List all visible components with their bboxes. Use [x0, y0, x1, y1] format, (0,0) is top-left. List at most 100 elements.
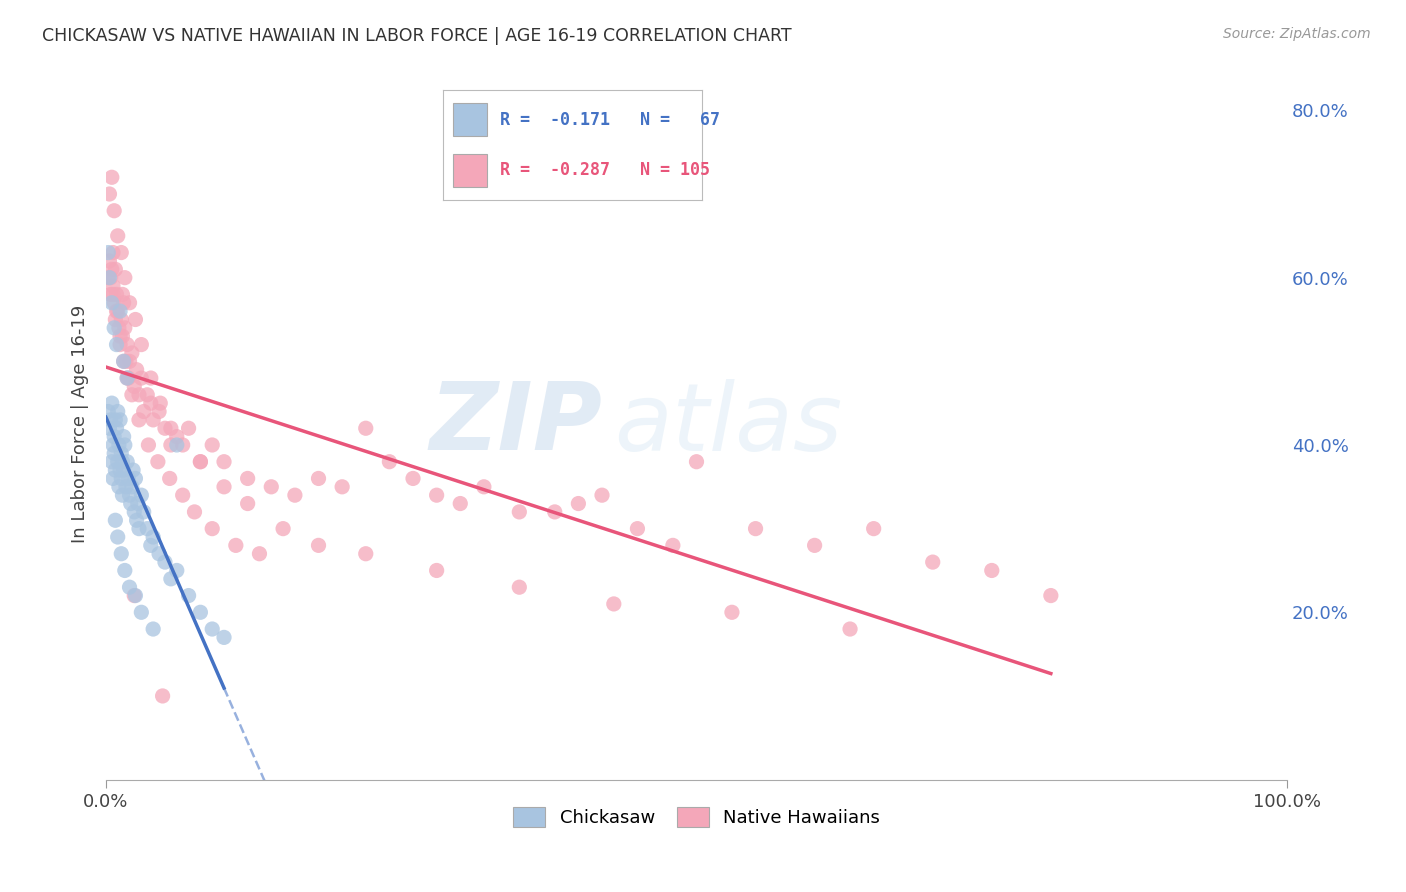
- Point: [105, 287, 128, 301]
- Point: [110, 471, 132, 485]
- Point: [544, 505, 567, 519]
- Point: [108, 304, 131, 318]
- Point: [131, 337, 153, 351]
- Point: [212, 480, 235, 494]
- Point: [108, 480, 131, 494]
- Point: [271, 522, 294, 536]
- Point: [142, 413, 165, 427]
- Point: [107, 304, 129, 318]
- Point: [148, 547, 170, 561]
- Point: [166, 438, 188, 452]
- Point: [160, 572, 183, 586]
- Point: [159, 471, 181, 485]
- Point: [103, 321, 125, 335]
- Point: [100, 413, 122, 427]
- Point: [160, 438, 183, 452]
- Point: [142, 622, 165, 636]
- Point: [118, 580, 141, 594]
- Point: [105, 337, 128, 351]
- Point: [354, 547, 377, 561]
- Point: [117, 371, 139, 385]
- Point: [212, 455, 235, 469]
- Point: [508, 505, 530, 519]
- Point: [97, 245, 120, 260]
- Point: [98, 186, 121, 201]
- Point: [108, 337, 131, 351]
- Point: [201, 438, 224, 452]
- Point: [111, 455, 134, 469]
- Point: [980, 564, 1002, 578]
- Point: [111, 287, 134, 301]
- Point: [114, 321, 136, 335]
- Point: [98, 254, 121, 268]
- Point: [110, 547, 132, 561]
- Point: [108, 413, 131, 427]
- Point: [125, 362, 148, 376]
- Point: [115, 371, 138, 385]
- Point: [111, 488, 134, 502]
- Point: [104, 312, 127, 326]
- Point: [190, 605, 212, 619]
- Point: [308, 538, 330, 552]
- Point: [121, 388, 143, 402]
- Point: [862, 522, 884, 536]
- Point: [112, 354, 135, 368]
- Point: [308, 471, 330, 485]
- Point: [139, 538, 162, 552]
- Point: [104, 262, 127, 277]
- Point: [112, 463, 135, 477]
- Point: [146, 455, 169, 469]
- Point: [105, 304, 128, 318]
- Point: [100, 270, 122, 285]
- Point: [117, 471, 139, 485]
- Point: [112, 429, 135, 443]
- Point: [98, 270, 121, 285]
- Point: [839, 622, 862, 636]
- Point: [201, 522, 224, 536]
- Point: [107, 530, 129, 544]
- Point: [107, 404, 129, 418]
- Point: [148, 404, 170, 418]
- Point: [118, 488, 141, 502]
- Point: [122, 589, 145, 603]
- Point: [124, 471, 146, 485]
- Point: [112, 354, 135, 368]
- Point: [153, 421, 176, 435]
- Point: [685, 455, 707, 469]
- Point: [177, 589, 200, 603]
- Point: [449, 497, 471, 511]
- Point: [120, 497, 142, 511]
- Point: [122, 463, 145, 477]
- Point: [260, 480, 283, 494]
- Point: [626, 522, 648, 536]
- Point: [330, 480, 353, 494]
- Point: [110, 446, 132, 460]
- Point: [172, 438, 194, 452]
- Point: [101, 279, 124, 293]
- Point: [101, 396, 124, 410]
- Point: [115, 371, 138, 385]
- Point: [111, 329, 134, 343]
- Point: [201, 622, 224, 636]
- Point: [172, 488, 194, 502]
- Point: [139, 396, 162, 410]
- Point: [115, 455, 138, 469]
- Point: [112, 295, 135, 310]
- Point: [284, 488, 307, 502]
- Point: [108, 438, 131, 452]
- Y-axis label: In Labor Force | Age 16-19: In Labor Force | Age 16-19: [72, 305, 89, 543]
- Point: [131, 488, 153, 502]
- Point: [115, 354, 138, 368]
- Point: [190, 455, 212, 469]
- Point: [160, 421, 183, 435]
- Point: [508, 580, 530, 594]
- Point: [105, 421, 128, 435]
- Point: [118, 354, 141, 368]
- Point: [128, 388, 150, 402]
- Point: [128, 413, 150, 427]
- Legend: Chickasaw, Native Hawaiians: Chickasaw, Native Hawaiians: [505, 800, 887, 835]
- Point: [236, 471, 259, 485]
- Point: [127, 497, 149, 511]
- Point: [236, 497, 259, 511]
- Point: [104, 463, 127, 477]
